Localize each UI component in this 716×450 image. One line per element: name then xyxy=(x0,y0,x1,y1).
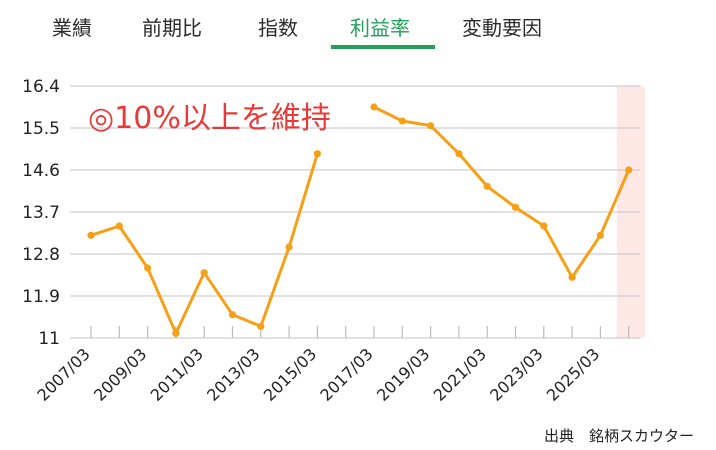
data-point xyxy=(257,322,265,330)
x-tick-label: 2013/03 xyxy=(203,344,263,404)
data-point xyxy=(144,264,152,272)
x-tick-label: 2011/03 xyxy=(147,344,207,404)
tab-index[interactable]: 指数 xyxy=(258,16,298,40)
data-point xyxy=(511,203,520,211)
metric-tab-bar: 業績 前期比 指数 利益率 変動要因 xyxy=(0,0,716,52)
data-point xyxy=(285,243,293,251)
data-point xyxy=(427,122,435,130)
tab-yoy[interactable]: 前期比 xyxy=(142,16,202,40)
y-tick-label: 11 xyxy=(38,329,60,349)
x-tick-label: 2017/03 xyxy=(316,344,376,404)
series-line xyxy=(372,105,631,279)
tab-change-factors[interactable]: 変動要因 xyxy=(462,16,542,40)
active-tab-indicator xyxy=(331,45,435,49)
y-tick-label: 12.8 xyxy=(22,245,60,265)
data-point xyxy=(115,222,123,230)
data-point xyxy=(313,150,321,158)
data-point xyxy=(540,222,548,230)
x-tick-label: 2021/03 xyxy=(430,344,490,404)
y-tick-label: 15.5 xyxy=(22,119,60,139)
data-point xyxy=(455,150,463,158)
source-credit: 出典 銘柄スカウター xyxy=(543,427,694,445)
x-tick-label: 2015/03 xyxy=(260,344,320,404)
data-point xyxy=(172,329,180,337)
data-point xyxy=(568,273,576,281)
data-point xyxy=(625,166,633,174)
data-point xyxy=(200,269,208,277)
x-tick-label: 2007/03 xyxy=(33,344,93,404)
series-line xyxy=(89,152,319,335)
data-point xyxy=(398,117,406,125)
x-tick-label: 2019/03 xyxy=(373,344,433,404)
y-tick-label: 11.9 xyxy=(22,287,60,307)
y-tick-label: 14.6 xyxy=(22,161,60,181)
x-tick-label: 2023/03 xyxy=(486,344,546,404)
y-tick-label: 16.4 xyxy=(22,77,60,97)
data-point xyxy=(87,231,95,239)
y-tick-label: 13.7 xyxy=(22,203,60,223)
tab-results[interactable]: 業績 xyxy=(52,16,92,40)
data-point xyxy=(370,103,378,111)
tab-profit-margin[interactable]: 利益率 xyxy=(350,16,410,40)
data-point xyxy=(596,231,605,239)
data-point xyxy=(483,182,491,190)
chart-annotation: ◎10%以上を維持 xyxy=(88,101,331,136)
x-tick-label: 2025/03 xyxy=(543,344,603,404)
x-tick-label: 2009/03 xyxy=(90,344,150,404)
data-point xyxy=(228,311,237,319)
